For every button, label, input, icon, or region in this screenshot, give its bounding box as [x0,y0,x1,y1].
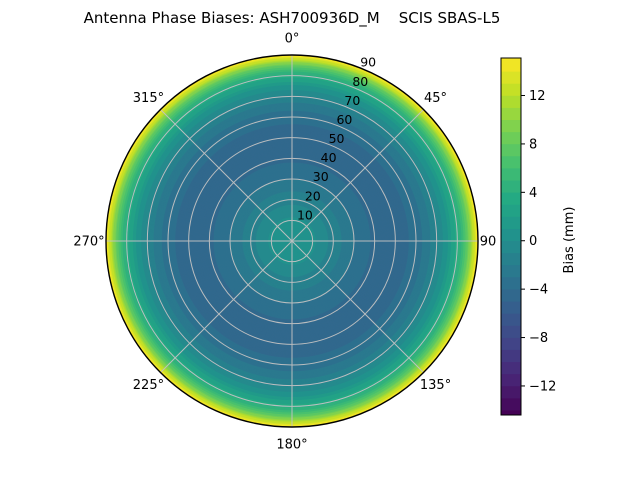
colorbar [500,57,522,416]
colorbar-band [501,155,521,169]
colorbar-band [501,107,521,121]
radial-tick-label: 70 [344,93,360,108]
radial-tick-label: 80 [352,74,368,89]
colorbar-band [501,373,521,387]
colorbar-band [501,300,521,314]
radial-tick-labels: 10 20 30 40 50 60 70 80 90 [297,55,376,223]
colorbar-axis-label: Bias (mm) [562,206,577,274]
colorbar-band [501,409,521,416]
colorbar-band [501,143,521,157]
colorbar-band [501,397,521,411]
colorbar-band [501,119,521,133]
colorbar-band [501,337,521,350]
colorbar-tick-label: −12 [529,379,556,394]
radial-tick-label: 20 [305,188,321,203]
radial-tick-label: 10 [297,207,313,222]
radial-tick-label: 40 [321,150,337,165]
colorbar-tick-label: 12 [529,89,546,104]
colorbar-band [501,385,521,399]
colorbar-tick-label: 0 [529,234,537,249]
colorbar-tick-label: −4 [529,283,548,298]
polar-grid [106,55,478,427]
plot-outline [105,54,479,428]
colorbar-band [501,313,521,326]
angular-tick-label: 45° [424,91,447,106]
colorbar-tick-label: 8 [529,137,537,152]
grid-spoke [160,109,293,242]
radial-tick-label: 90 [360,55,376,70]
colorbar-band [501,95,521,108]
angular-tick-label: 90 [480,235,497,250]
colorbar-band [501,240,521,254]
colorbar-band [501,264,521,278]
angular-tick-label: 135° [420,378,451,393]
angular-tick-label: 225° [133,378,164,393]
angular-tick-label: 0° [285,32,300,47]
angular-tick-labels: 0° 45° 90 135° 180° 225° 270° 315° [73,32,496,453]
colorbar-band [501,288,521,302]
colorbar-band [501,349,521,363]
colorbar-band [501,252,521,266]
colorbar-band [501,58,521,72]
colorbar-band [501,361,521,375]
colorbar-band [501,276,521,290]
colorbar-band [501,204,521,217]
radial-tick-label: 60 [336,112,352,127]
colorbar-band [501,83,521,96]
radial-tick-label: 30 [313,169,329,184]
colorbar-band [501,179,521,193]
grid-spoke [160,240,293,373]
angular-tick-label: 180° [276,438,307,453]
colorbar-band [501,131,521,145]
colorbar-ticks: 12 8 4 0 −4 −8 −12 [521,89,556,394]
colorbar-band [501,228,521,242]
colorbar-band [501,71,521,84]
colorbar-tick-label: −8 [529,331,548,346]
angular-tick-label: 270° [73,235,104,250]
grid-spoke [291,240,424,373]
grid-spoke [291,109,424,242]
radial-tick-label: 50 [329,131,345,146]
colorbar-band [501,325,521,338]
colorbar-band [501,192,521,205]
chart-title: Antenna Phase Biases: ASH700936D_M SCIS … [83,9,501,27]
colorbar-band [501,216,521,229]
colorbar-band [501,57,521,60]
colorbar-tick-label: 4 [529,186,537,201]
colorbar-outline [500,57,522,416]
colorbar-band [501,167,521,181]
angular-tick-label: 315° [133,91,164,106]
